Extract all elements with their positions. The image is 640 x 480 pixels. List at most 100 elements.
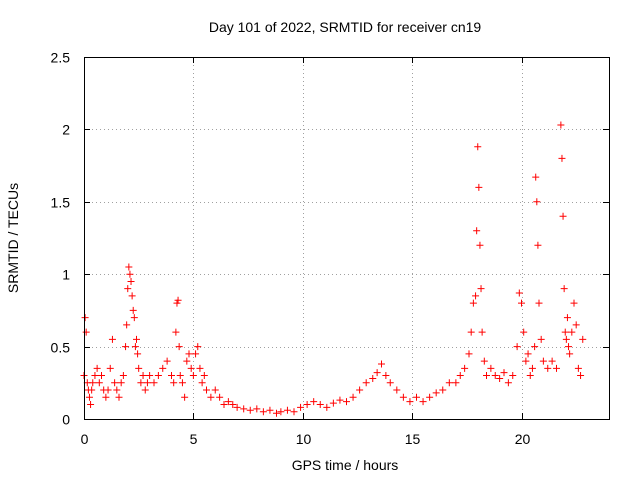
data-point: [522, 357, 530, 365]
data-point: [163, 357, 171, 365]
data-point: [113, 386, 121, 394]
data-point: [336, 396, 344, 404]
data-point: [159, 364, 167, 372]
data-point: [117, 379, 125, 387]
data-point: [445, 379, 453, 387]
data-point: [570, 299, 578, 307]
data-point: [362, 379, 370, 387]
data-point: [187, 364, 195, 372]
data-point: [189, 372, 197, 380]
x-tick-label: 10: [296, 431, 312, 447]
data-point: [111, 379, 119, 387]
data-point: [176, 372, 184, 380]
data-point: [102, 393, 110, 401]
data-point: [246, 406, 254, 414]
data-point: [203, 386, 210, 394]
data-point: [406, 398, 414, 406]
data-point: [104, 386, 112, 394]
data-point: [119, 372, 127, 380]
data-point: [303, 401, 311, 409]
data-point: [343, 398, 350, 406]
data-point: [143, 379, 151, 387]
data-point: [233, 403, 241, 411]
y-tick-labels: 0 0.5 1 1.5 2 2.5: [51, 50, 71, 428]
data-point: [185, 350, 193, 358]
data-point: [220, 401, 228, 409]
data-point: [170, 379, 178, 387]
data-point: [478, 328, 486, 336]
data-point: [504, 379, 512, 387]
data-point: [432, 389, 440, 397]
y-tick-label: 2: [62, 122, 70, 138]
data-point: [566, 350, 574, 358]
data-point: [207, 393, 215, 401]
data-point: [456, 372, 464, 380]
y-tick-label: 0.5: [51, 340, 71, 356]
data-point: [537, 335, 545, 343]
data-point: [124, 285, 132, 293]
data-point: [568, 328, 576, 336]
data-point: [535, 299, 543, 307]
data-point: [196, 364, 204, 372]
data-point: [329, 399, 337, 407]
data-point: [127, 277, 135, 285]
data-point: [133, 335, 140, 343]
data-point: [125, 263, 133, 271]
x-axis-label: GPS time / hours: [292, 457, 399, 473]
data-point: [134, 350, 142, 358]
data-point: [229, 401, 237, 409]
data-point: [473, 227, 481, 235]
plot-frame: [84, 57, 610, 420]
data-point: [91, 372, 99, 380]
data-point: [378, 360, 385, 368]
data-point: [532, 173, 540, 181]
y-tick-label: 1.5: [51, 195, 71, 211]
data-point: [469, 299, 477, 307]
data-point: [259, 408, 267, 416]
data-point: [82, 328, 90, 336]
data-point: [472, 292, 480, 300]
data-point: [382, 372, 390, 380]
data-point: [560, 285, 568, 293]
data-point: [515, 289, 523, 297]
data-point: [526, 372, 534, 380]
data-point: [531, 343, 539, 351]
data-point: [399, 393, 407, 401]
data-point: [175, 343, 183, 351]
data-point: [477, 285, 485, 293]
data-point: [553, 364, 560, 372]
data-point: [520, 328, 528, 336]
data-point: [81, 314, 89, 322]
data-point: [475, 183, 483, 191]
data-point: [563, 314, 571, 322]
data-point: [273, 409, 280, 417]
data-point: [509, 372, 517, 380]
ticks: [84, 57, 609, 420]
y-tick-label: 0: [62, 412, 70, 428]
data-point: [89, 379, 97, 387]
data-point: [172, 328, 180, 336]
data-point: [513, 343, 521, 351]
data-point: [87, 401, 95, 409]
data-point: [316, 401, 324, 409]
data-point: [534, 241, 542, 249]
data-point: [574, 364, 582, 372]
data-point: [373, 369, 381, 377]
data-point: [310, 398, 318, 406]
data-point: [98, 372, 105, 380]
data-point: [557, 121, 565, 129]
data-points: [80, 121, 587, 417]
data-point: [88, 386, 96, 394]
data-point: [474, 143, 482, 151]
data-point: [483, 372, 490, 380]
data-point: [461, 364, 469, 372]
data-point: [524, 350, 532, 358]
data-point: [173, 299, 181, 307]
data-point: [139, 372, 147, 380]
data-point: [283, 406, 291, 414]
data-point: [496, 374, 504, 382]
data-point: [93, 364, 101, 372]
data-point: [211, 386, 219, 394]
data-point: [356, 386, 364, 394]
data-point: [194, 343, 202, 351]
